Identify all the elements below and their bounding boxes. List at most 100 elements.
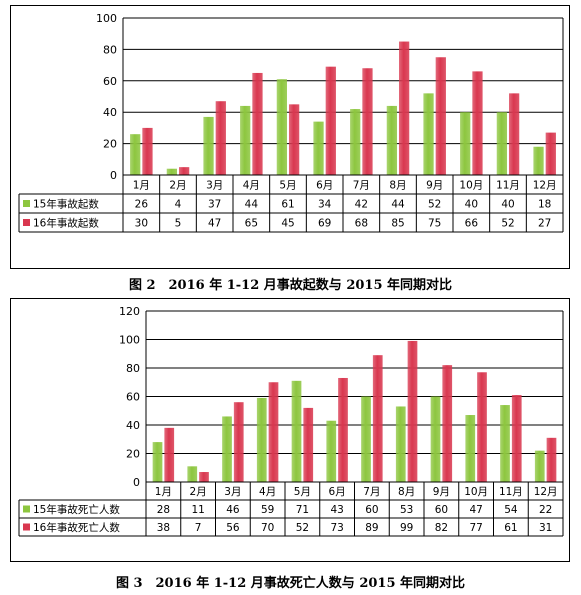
bar	[477, 372, 487, 482]
data-label: 40	[465, 199, 478, 211]
y-tick-label: 0	[133, 476, 140, 489]
data-label: 45	[281, 218, 294, 230]
data-label: 60	[435, 504, 448, 516]
y-tick-label: 40	[126, 419, 140, 432]
data-label: 52	[501, 218, 514, 230]
data-label: 44	[391, 199, 405, 211]
data-label: 5	[175, 218, 182, 230]
bar	[252, 72, 263, 175]
data-label: 77	[469, 522, 482, 534]
data-label: 38	[157, 522, 170, 534]
x-tick-label: 4月	[243, 180, 260, 192]
data-label: 70	[261, 522, 274, 534]
bar	[222, 416, 232, 482]
x-tick-label: 6月	[316, 180, 333, 192]
x-tick-label: 12月	[533, 180, 557, 192]
x-tick-label: 2月	[190, 486, 207, 498]
legend-label: 15年事故起数	[33, 198, 99, 211]
bar	[500, 405, 510, 482]
data-label: 85	[391, 218, 404, 230]
bar	[289, 104, 300, 175]
figure-3-caption: 图 3 2016 年 1-12 月事故死亡人数与 2015 年同期对比	[115, 576, 466, 591]
data-label: 68	[355, 218, 368, 230]
data-label: 66	[465, 218, 479, 230]
bar	[407, 340, 418, 482]
bar	[203, 116, 214, 175]
data-label: 99	[400, 522, 413, 534]
x-tick-label: 1月	[155, 486, 172, 498]
data-label: 73	[330, 522, 343, 534]
bar	[130, 134, 141, 175]
y-tick-label: 40	[103, 106, 117, 119]
data-label: 7	[195, 522, 202, 534]
bar	[442, 365, 453, 482]
data-label: 75	[428, 218, 441, 230]
x-tick-label: 3月	[206, 180, 223, 192]
bar	[496, 112, 507, 175]
x-tick-label: 12月	[534, 486, 558, 498]
data-label: 37	[208, 199, 221, 211]
data-label: 69	[318, 218, 331, 230]
y-tick-label: 0	[110, 169, 117, 182]
bar	[533, 146, 544, 175]
x-tick-label: 11月	[496, 180, 520, 192]
y-tick-label: 100	[119, 334, 140, 347]
x-tick-label: 7月	[353, 180, 370, 192]
x-tick-label: 6月	[329, 486, 346, 498]
bar	[435, 57, 446, 175]
bar	[423, 93, 434, 175]
legend-swatch	[23, 219, 30, 226]
x-tick-label: 7月	[363, 486, 380, 498]
y-tick-label: 120	[119, 305, 140, 318]
x-tick-label: 10月	[459, 180, 483, 192]
data-label: 59	[261, 504, 274, 516]
data-label: 89	[365, 522, 378, 534]
data-label: 34	[318, 199, 332, 211]
data-label: 18	[538, 199, 551, 211]
x-tick-label: 2月	[169, 180, 186, 192]
data-label: 56	[226, 522, 240, 534]
x-tick-label: 11月	[499, 486, 523, 498]
y-tick-label: 80	[126, 362, 140, 375]
y-tick-label: 60	[126, 391, 140, 404]
bar	[152, 442, 163, 482]
data-label: 82	[435, 522, 448, 534]
bar	[534, 450, 545, 482]
data-label: 22	[539, 504, 552, 516]
bar	[511, 395, 522, 482]
bar	[546, 437, 557, 482]
figure-2-caption: 图 2 2016 年 1-12 月事故起数与 2015 年同期对比	[128, 278, 453, 293]
bar	[399, 41, 410, 175]
bar	[199, 472, 209, 482]
bar	[350, 109, 361, 175]
bar	[291, 380, 302, 482]
y-tick-label: 20	[103, 138, 117, 151]
data-label: 28	[157, 504, 170, 516]
bar	[362, 68, 373, 175]
x-tick-label: 1月	[133, 180, 150, 192]
data-label: 60	[365, 504, 378, 516]
bar	[325, 66, 336, 175]
data-label: 30	[135, 218, 148, 230]
y-tick-label: 20	[126, 448, 140, 461]
bar	[142, 127, 153, 175]
deaths-chart: 0 20 40 60 80 100 120 1月 2月 3月 4月 5月 6月 7月 8月 9月 10月 11月 1…	[18, 305, 564, 537]
x-tick-label: 8月	[398, 486, 415, 498]
bar	[268, 382, 279, 482]
bar	[256, 397, 267, 482]
legend-swatch	[23, 523, 30, 531]
bar	[179, 167, 190, 175]
y-tick-label: 80	[103, 43, 117, 56]
x-tick-label: 3月	[224, 486, 241, 498]
bar	[430, 396, 441, 482]
bar	[164, 427, 175, 482]
bar	[472, 71, 483, 175]
bar	[545, 132, 556, 175]
bar	[215, 101, 226, 175]
data-label: 47	[208, 218, 221, 230]
data-label: 4	[175, 199, 182, 211]
data-label: 31	[539, 522, 552, 534]
legend-label: 16年事故起数	[33, 217, 99, 230]
bar	[276, 79, 287, 175]
bar	[313, 121, 324, 175]
